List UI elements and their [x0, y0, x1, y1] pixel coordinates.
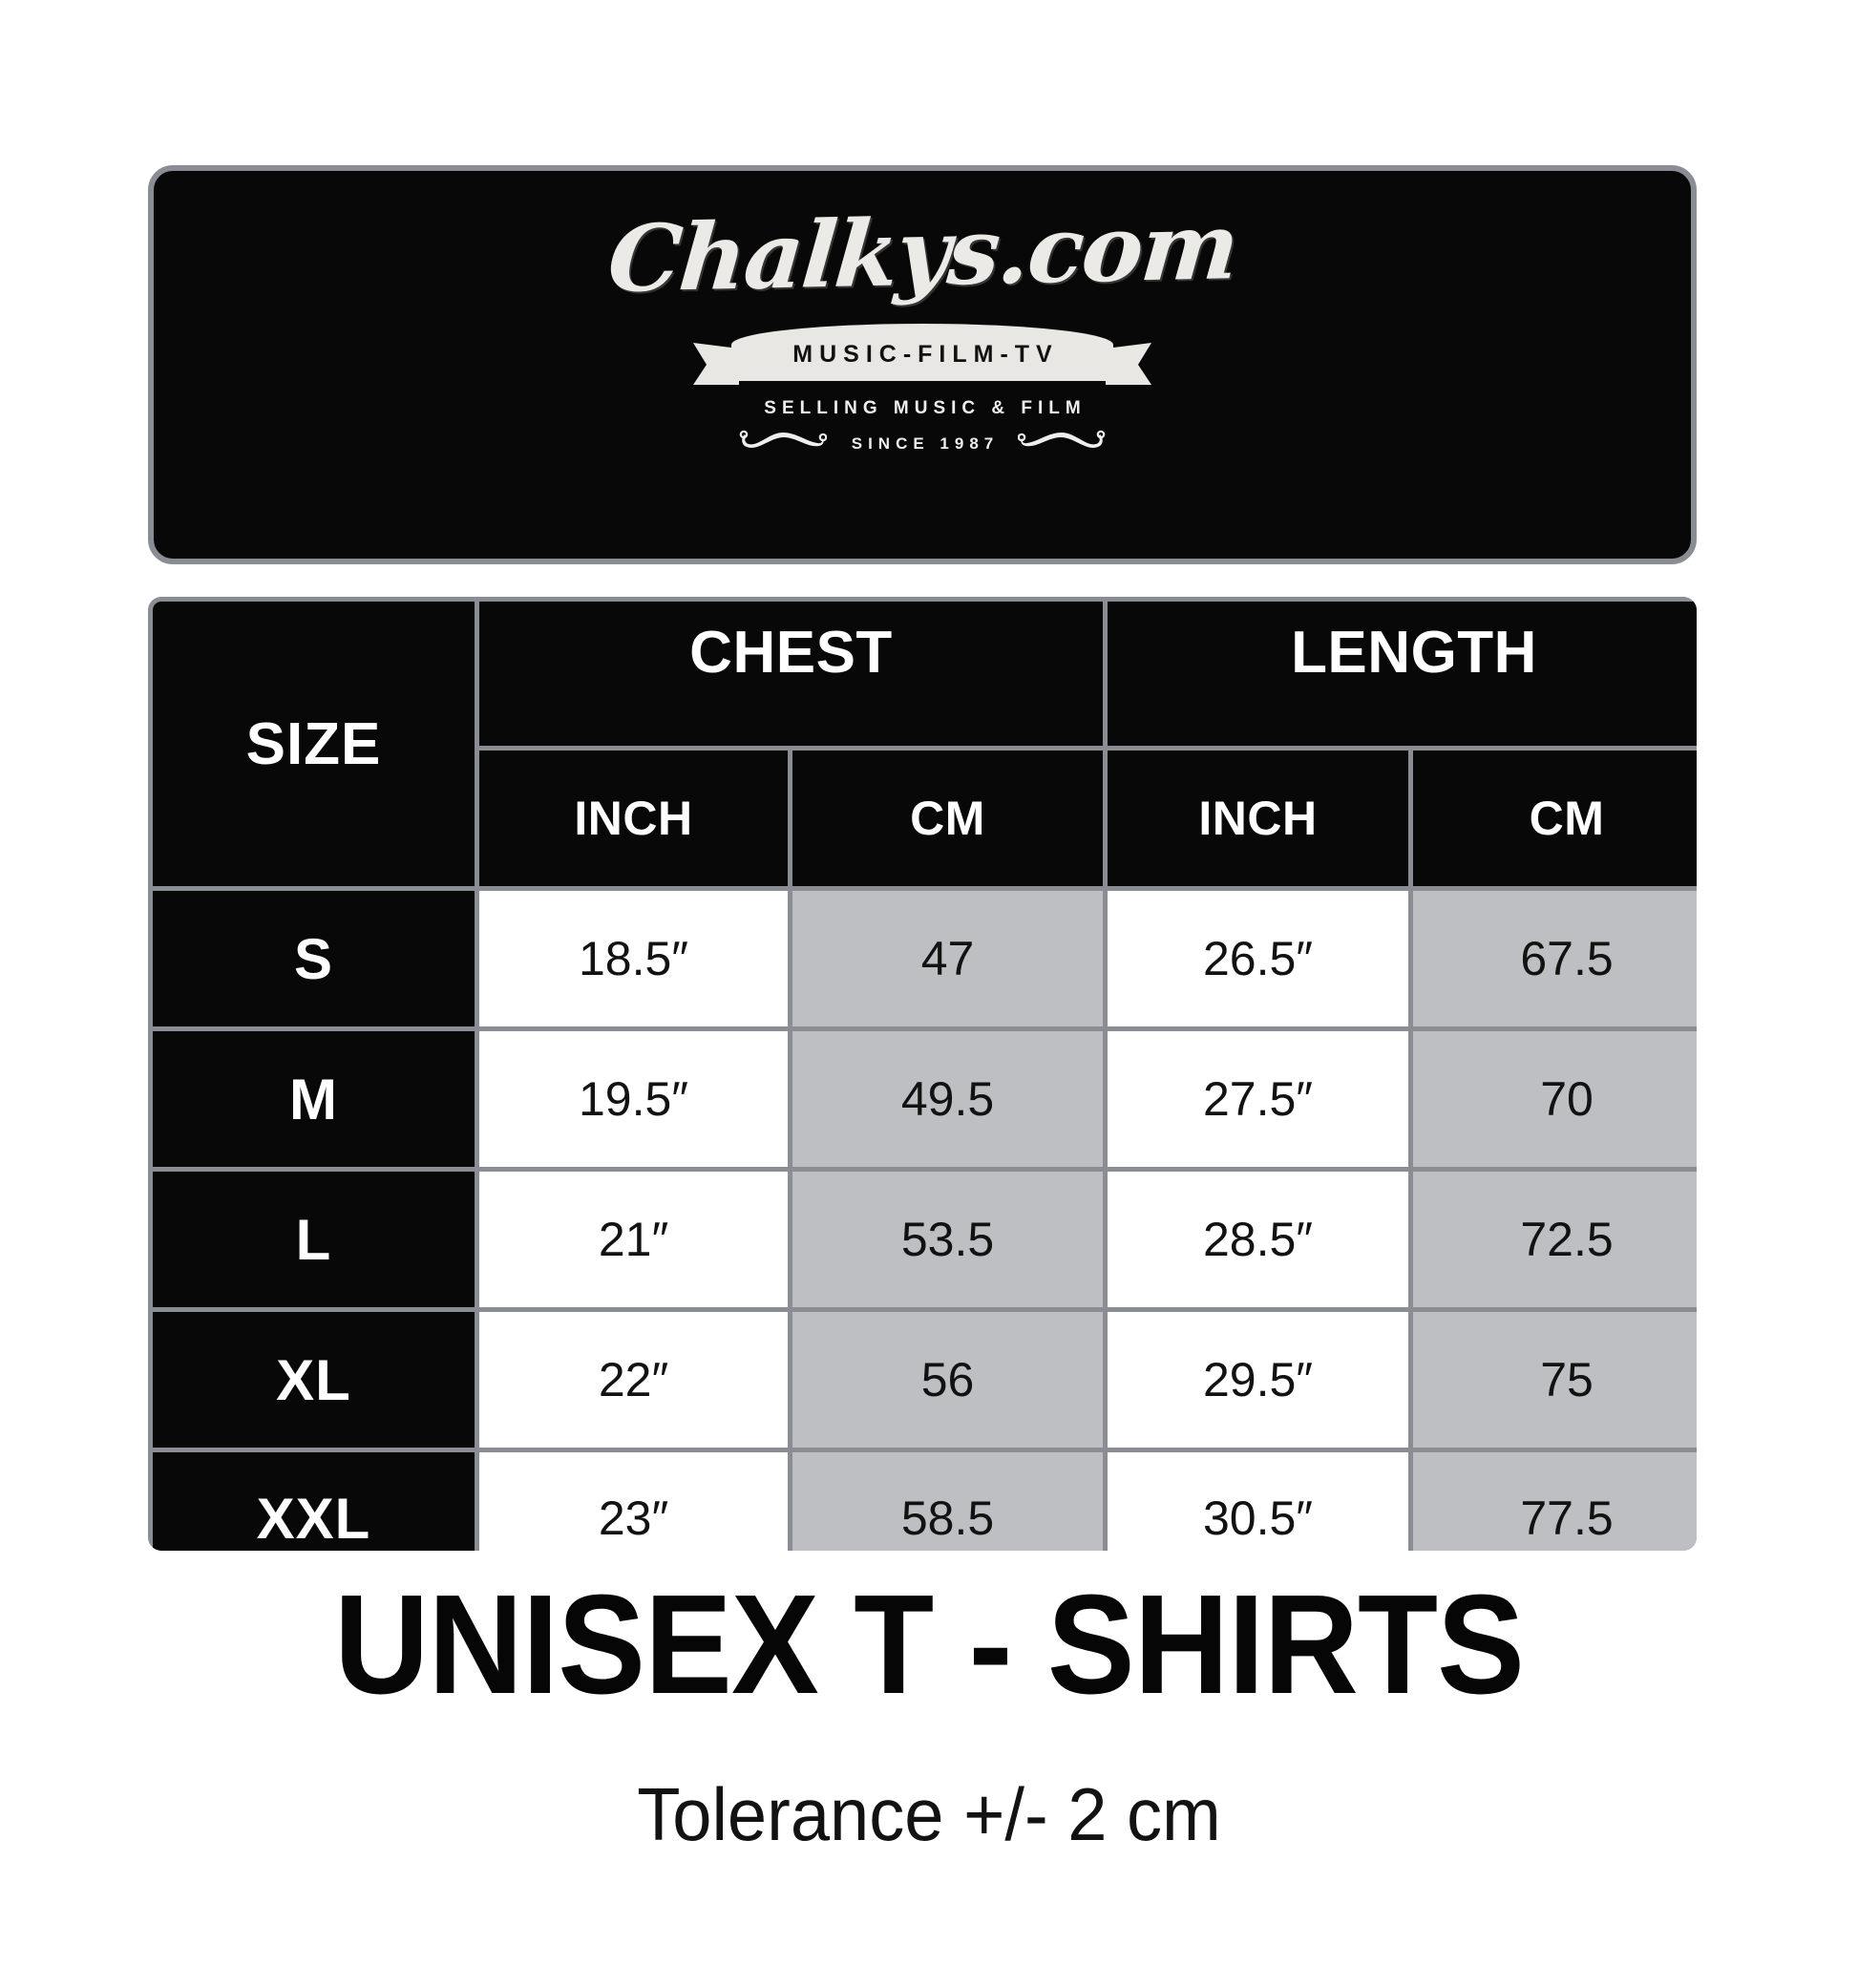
table-row-size-l: L: [153, 1172, 475, 1307]
table-header-length: LENGTH: [1108, 602, 1697, 746]
since-row: SINCE 1987: [739, 429, 1107, 458]
brand-tagline: SELLING MUSIC & FILM: [764, 398, 1087, 418]
table-cell-xxl-chest-inch: 23″: [479, 1452, 788, 1551]
table-cell-m-chest-cm: 49.5: [792, 1031, 1103, 1167]
table-cell-m-length-cm: 70: [1413, 1031, 1697, 1167]
table-cell-m-length-inch: 27.5″: [1108, 1031, 1408, 1167]
flourish-left-icon: [739, 429, 828, 458]
brand-wordmark: Chalkys.com: [603, 192, 1241, 313]
table-cell-xl-chest-inch: 22″: [479, 1312, 788, 1448]
table-cell-l-chest-cm: 53.5: [792, 1172, 1103, 1307]
table-cell-m-chest-inch: 19.5″: [479, 1031, 788, 1167]
table-header-length-inch: INCH: [1108, 751, 1408, 886]
table-header-chest: CHEST: [479, 602, 1103, 746]
size-chart-table: SIZE CHEST LENGTH INCH CM INCH CM S 18.5…: [148, 597, 1697, 1551]
ribbon-label: MUSIC-FILM-TV: [792, 340, 1059, 368]
table-cell-l-chest-inch: 21″: [479, 1172, 788, 1307]
table-cell-xxl-chest-cm: 58.5: [792, 1452, 1103, 1551]
table-cell-s-length-inch: 26.5″: [1108, 891, 1408, 1026]
brand-logo-panel: Chalkys.com MUSIC-FILM-TV SELLING MUSIC …: [148, 165, 1697, 564]
table-header-length-cm: CM: [1413, 751, 1697, 886]
page-title: UNISEX T - SHIRTS: [333, 1566, 1525, 1724]
table-header-chest-cm: CM: [792, 751, 1103, 886]
table-cell-xl-chest-cm: 56: [792, 1312, 1103, 1448]
table-cell-xl-length-cm: 75: [1413, 1312, 1697, 1448]
flourish-right-icon: [1017, 429, 1106, 458]
table-cell-s-length-cm: 67.5: [1413, 891, 1697, 1026]
table-cell-xxl-length-inch: 30.5″: [1108, 1452, 1408, 1551]
table-row-size-s: S: [153, 891, 475, 1026]
tolerance-note: Tolerance +/- 2 cm: [637, 1772, 1221, 1856]
table-cell-l-length-cm: 72.5: [1413, 1172, 1697, 1307]
table-header-size: SIZE: [153, 602, 475, 886]
table-cell-s-chest-inch: 18.5″: [479, 891, 788, 1026]
table-cell-xl-length-inch: 29.5″: [1108, 1312, 1408, 1448]
table-header-chest-inch: INCH: [479, 751, 788, 886]
table-row-size-xl: XL: [153, 1312, 475, 1448]
table-cell-l-length-inch: 28.5″: [1108, 1172, 1408, 1307]
table-row-size-m: M: [153, 1031, 475, 1167]
ribbon-body: MUSIC-FILM-TV: [731, 324, 1113, 381]
table-row-size-xxl: XXL: [153, 1452, 475, 1551]
table-cell-xxl-length-cm: 77.5: [1413, 1452, 1697, 1551]
since-label: SINCE 1987: [851, 434, 1000, 453]
brand-logo-inner: Chalkys.com MUSIC-FILM-TV SELLING MUSIC …: [154, 171, 1691, 559]
table-cell-s-chest-cm: 47: [792, 891, 1103, 1026]
ribbon-banner: MUSIC-FILM-TV: [693, 324, 1151, 387]
